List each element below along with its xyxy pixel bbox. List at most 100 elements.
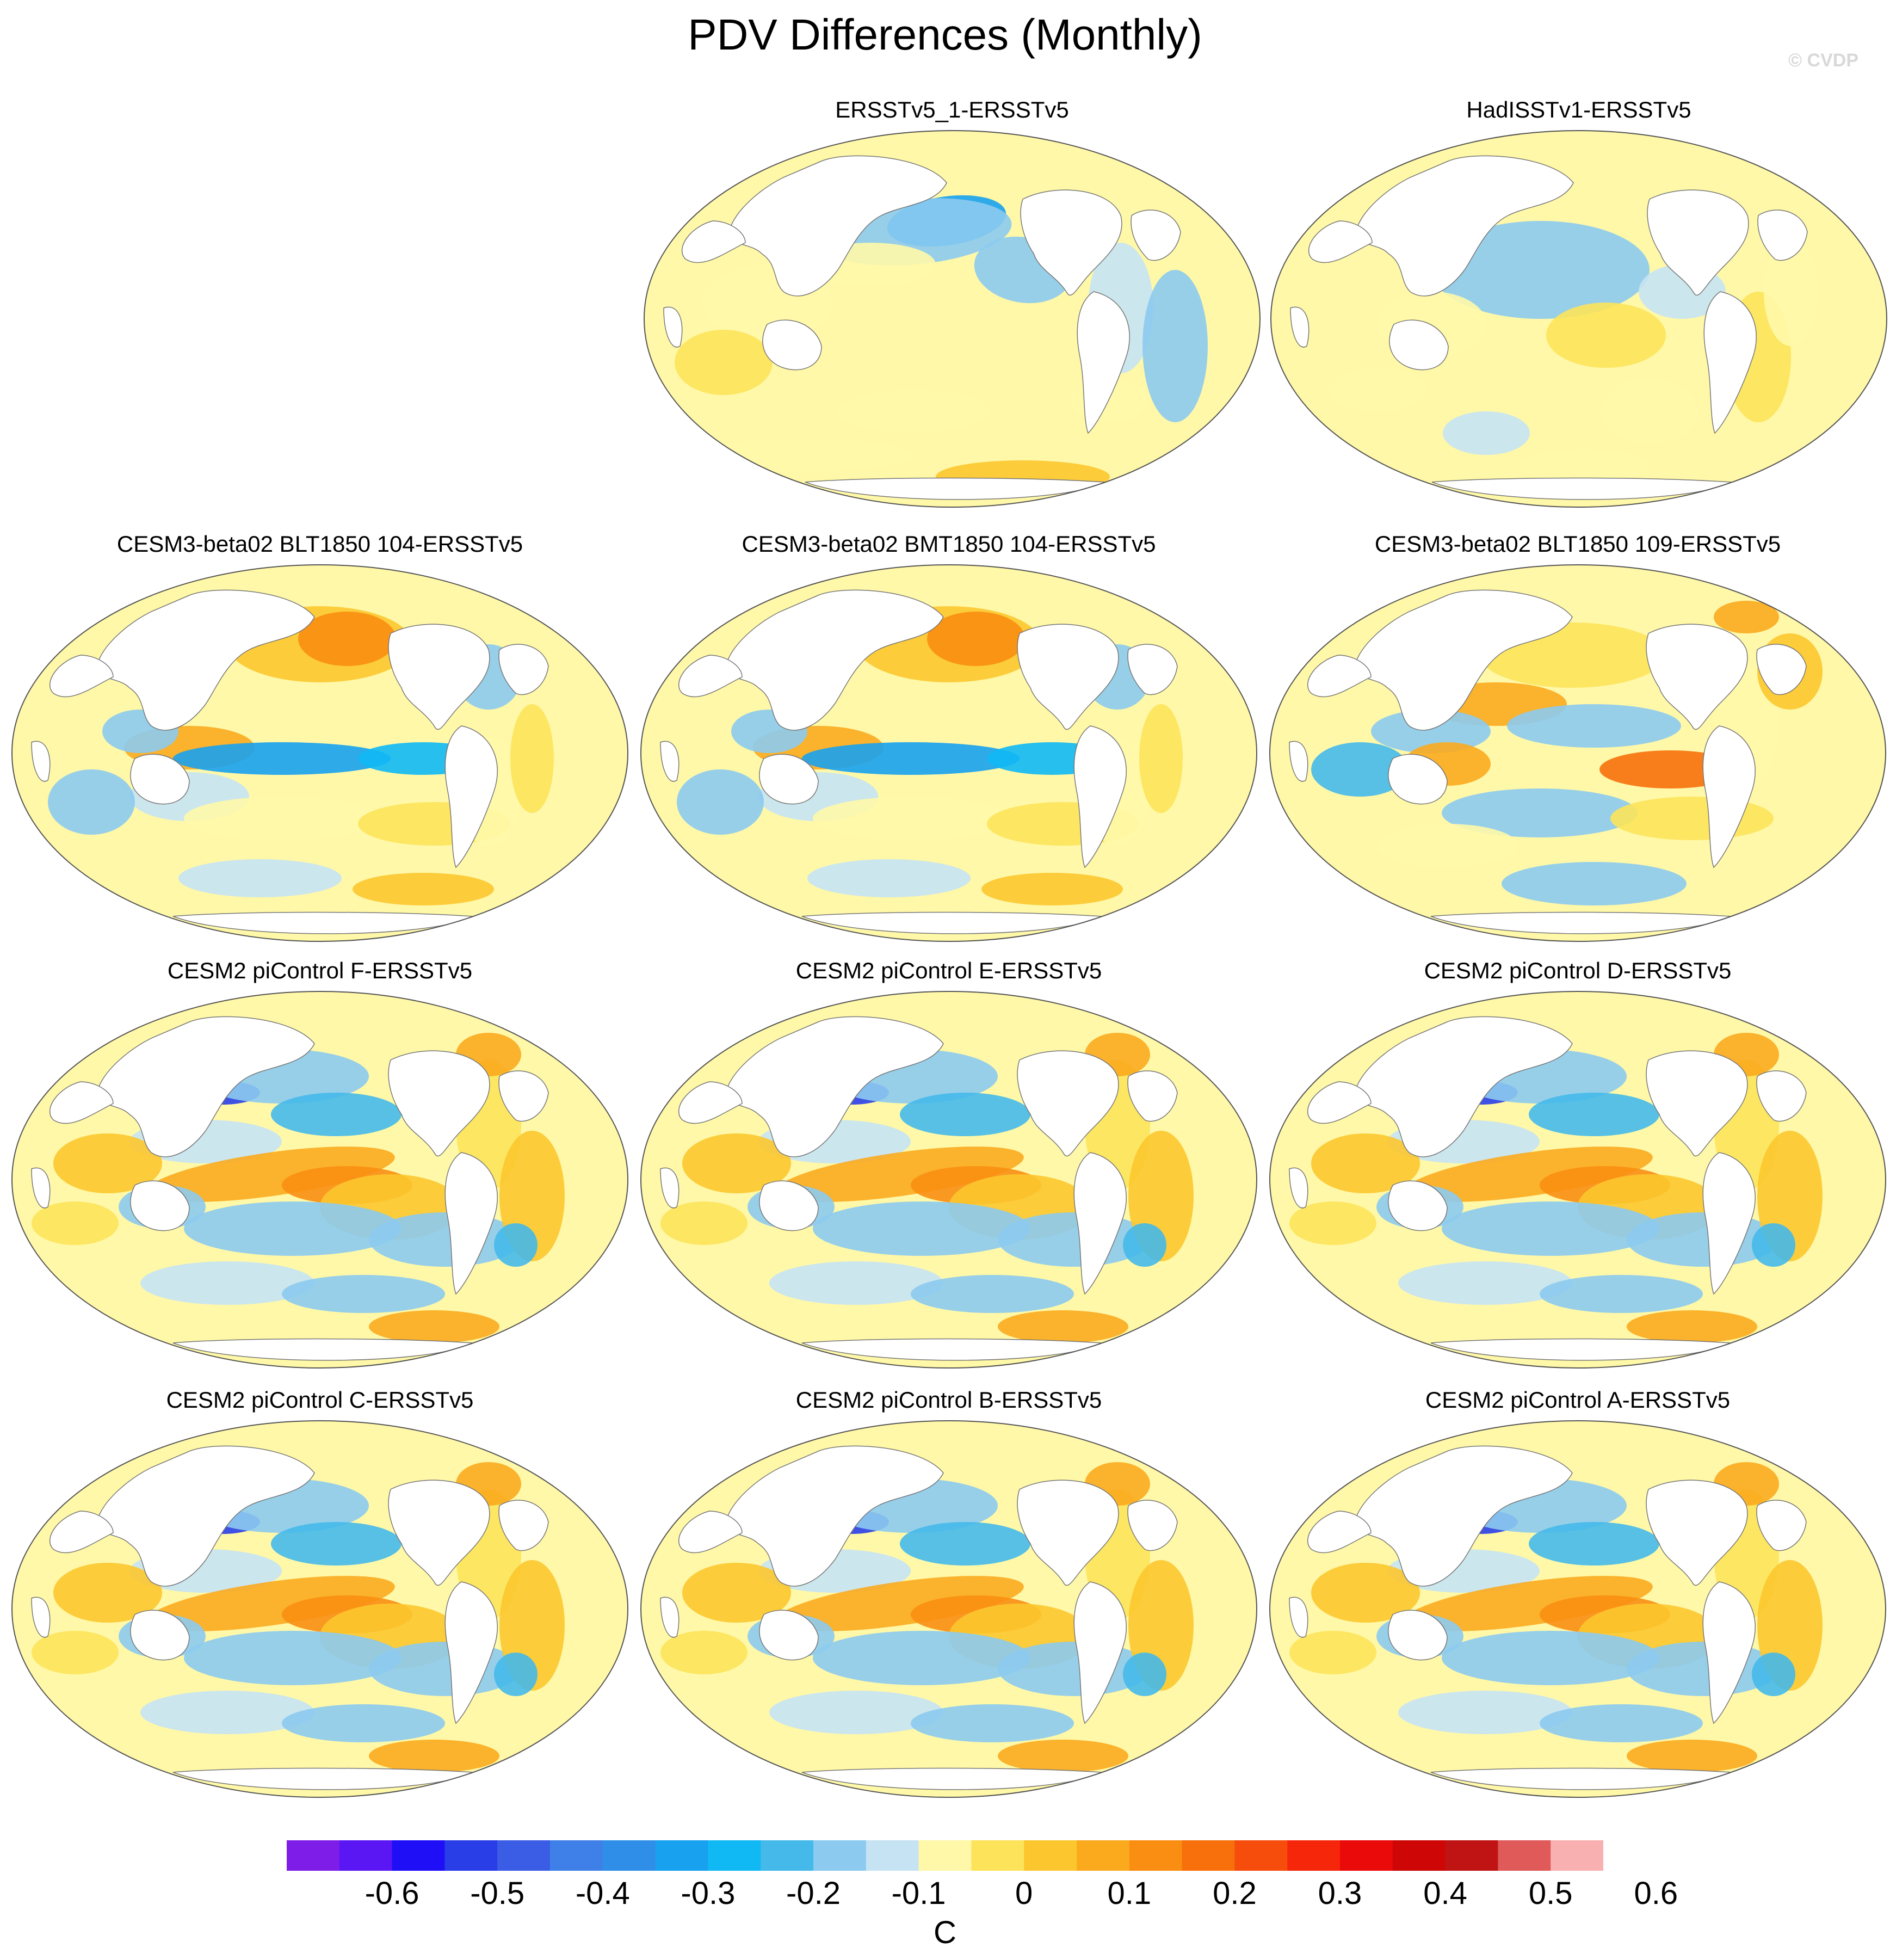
sst-anomaly-region	[1329, 368, 1426, 411]
landmass	[682, 220, 746, 263]
landmass	[1289, 741, 1308, 782]
landmass	[444, 725, 498, 868]
sst-anomaly-region	[813, 797, 1009, 840]
sst-anomaly-region	[282, 1275, 445, 1313]
map-panel: ERSSTv5_1-ERSSTv5	[642, 95, 1262, 519]
colorbar-box	[1340, 1840, 1393, 1871]
colorbar-tick-label: -0.3	[681, 1876, 736, 1911]
landmass	[1388, 754, 1448, 805]
colorbar-tick-label: -0.4	[575, 1876, 630, 1911]
landmass	[759, 1180, 819, 1231]
sst-anomaly-region	[1601, 379, 1698, 444]
map-border	[1269, 991, 1886, 1369]
landmass	[1127, 644, 1178, 695]
cvdp-watermark: © CVDP	[1788, 50, 1858, 71]
landmass	[31, 741, 51, 782]
robinson-map	[1269, 1420, 1886, 1798]
landmass	[31, 1167, 51, 1209]
robinson-map	[11, 1420, 628, 1798]
landmass	[1646, 1050, 1748, 1157]
colorbar-box	[1445, 1840, 1498, 1871]
colorbar-box	[1129, 1840, 1183, 1871]
colorbar-tick-label: 0.1	[1107, 1876, 1152, 1911]
robinson-map	[1269, 564, 1886, 942]
colorbar-box	[1498, 1840, 1551, 1871]
sst-anomaly-region	[1371, 710, 1491, 753]
landmass	[1073, 1581, 1127, 1724]
landmass	[498, 1070, 549, 1122]
sst-anomaly-region	[1123, 1653, 1166, 1696]
sst-anomaly-region	[1764, 237, 1818, 346]
sst-anomaly-region	[675, 330, 773, 395]
colorbar-units: C	[934, 1915, 956, 1950]
sst-anomaly-region	[677, 769, 764, 835]
sst-anomaly-region	[911, 1704, 1074, 1742]
panel-title: CESM3-beta02 BLT1850 109-ERSSTv5	[1374, 531, 1781, 557]
map-border	[1269, 1420, 1886, 1798]
colorbar-box	[444, 1840, 498, 1871]
sst-anomaly-region	[1752, 1653, 1795, 1696]
map-border	[644, 130, 1261, 508]
sst-anomaly-region	[1610, 797, 1774, 840]
landmass	[660, 1597, 680, 1638]
landmass	[1290, 306, 1310, 348]
colorbar-tick-label: -0.1	[891, 1876, 946, 1911]
colorbar-tick-label: -0.2	[786, 1876, 841, 1911]
sst-anomaly-region	[981, 873, 1123, 905]
landmass	[1127, 1070, 1178, 1122]
map-border	[640, 991, 1257, 1369]
sst-anomaly-region	[1311, 742, 1409, 797]
landmass	[50, 1511, 114, 1554]
landmass	[660, 741, 680, 782]
map-panel: CESM2 piControl A-ERSSTv5	[1268, 1385, 1888, 1809]
robinson-map	[11, 991, 628, 1369]
sst-anomaly-region	[1529, 1093, 1659, 1136]
map-panel: CESM3-beta02 BLT1850 109-ERSSTv5	[1268, 529, 1888, 953]
colorbar-box	[550, 1840, 603, 1871]
sst-anomaly-region	[353, 873, 494, 905]
landmass	[1756, 644, 1807, 695]
map-panel: CESM2 piControl B-ERSSTv5	[639, 1385, 1259, 1809]
sst-anomaly-region	[769, 1691, 943, 1734]
figure-title: PDV Differences (Monthly)	[688, 10, 1202, 59]
sst-anomaly-region	[184, 1631, 402, 1685]
landmass	[498, 644, 549, 695]
sst-anomaly-region	[369, 1310, 499, 1343]
colorbar-box	[1551, 1840, 1603, 1871]
sst-anomaly-region	[1502, 862, 1687, 905]
landmass	[50, 1081, 114, 1124]
panel-title: CESM2 piControl E-ERSSTv5	[795, 958, 1102, 983]
sst-anomaly-region	[1398, 1261, 1572, 1305]
sst-anomaly-region	[1123, 1223, 1166, 1267]
panel-title: CESM2 piControl A-ERSSTv5	[1425, 1387, 1731, 1413]
landmass	[1307, 655, 1372, 698]
sst-anomaly-region	[32, 1201, 119, 1245]
map-panel: CESM2 piControl E-ERSSTv5	[639, 956, 1259, 1380]
sst-anomaly-region	[660, 1631, 748, 1674]
colorbar-tick-label: -0.6	[365, 1876, 419, 1911]
robinson-map	[644, 130, 1261, 508]
panel-title: CESM2 piControl F-ERSSTv5	[167, 958, 473, 983]
sst-anomaly-region	[900, 1093, 1030, 1136]
landmass	[1127, 1500, 1178, 1551]
sst-anomaly-region	[1289, 1201, 1376, 1245]
colorbar-tick-label: 0.2	[1213, 1876, 1257, 1911]
map-border	[640, 564, 1257, 942]
sst-anomaly-region	[1627, 1740, 1757, 1772]
sst-anomaly-region	[271, 1522, 402, 1565]
sst-anomaly-region	[1529, 1522, 1659, 1565]
sst-anomaly-region	[1507, 704, 1681, 748]
sst-anomaly-region	[1376, 824, 1518, 867]
sst-anomaly-region	[1289, 1631, 1376, 1674]
panel-title: CESM2 piControl D-ERSSTv5	[1424, 958, 1732, 983]
map-panel: CESM2 piControl C-ERSSTv5	[10, 1385, 630, 1809]
colorbar-box	[1392, 1840, 1446, 1871]
landmass	[1289, 1167, 1308, 1209]
sst-anomaly-region	[140, 1261, 314, 1305]
robinson-map	[11, 564, 628, 942]
sst-anomaly-region	[1442, 788, 1638, 837]
map-border	[11, 991, 628, 1369]
colorbar-box	[971, 1840, 1024, 1871]
sst-anomaly-region	[911, 1275, 1074, 1313]
colorbar-tick-label: 0.5	[1528, 1876, 1573, 1911]
